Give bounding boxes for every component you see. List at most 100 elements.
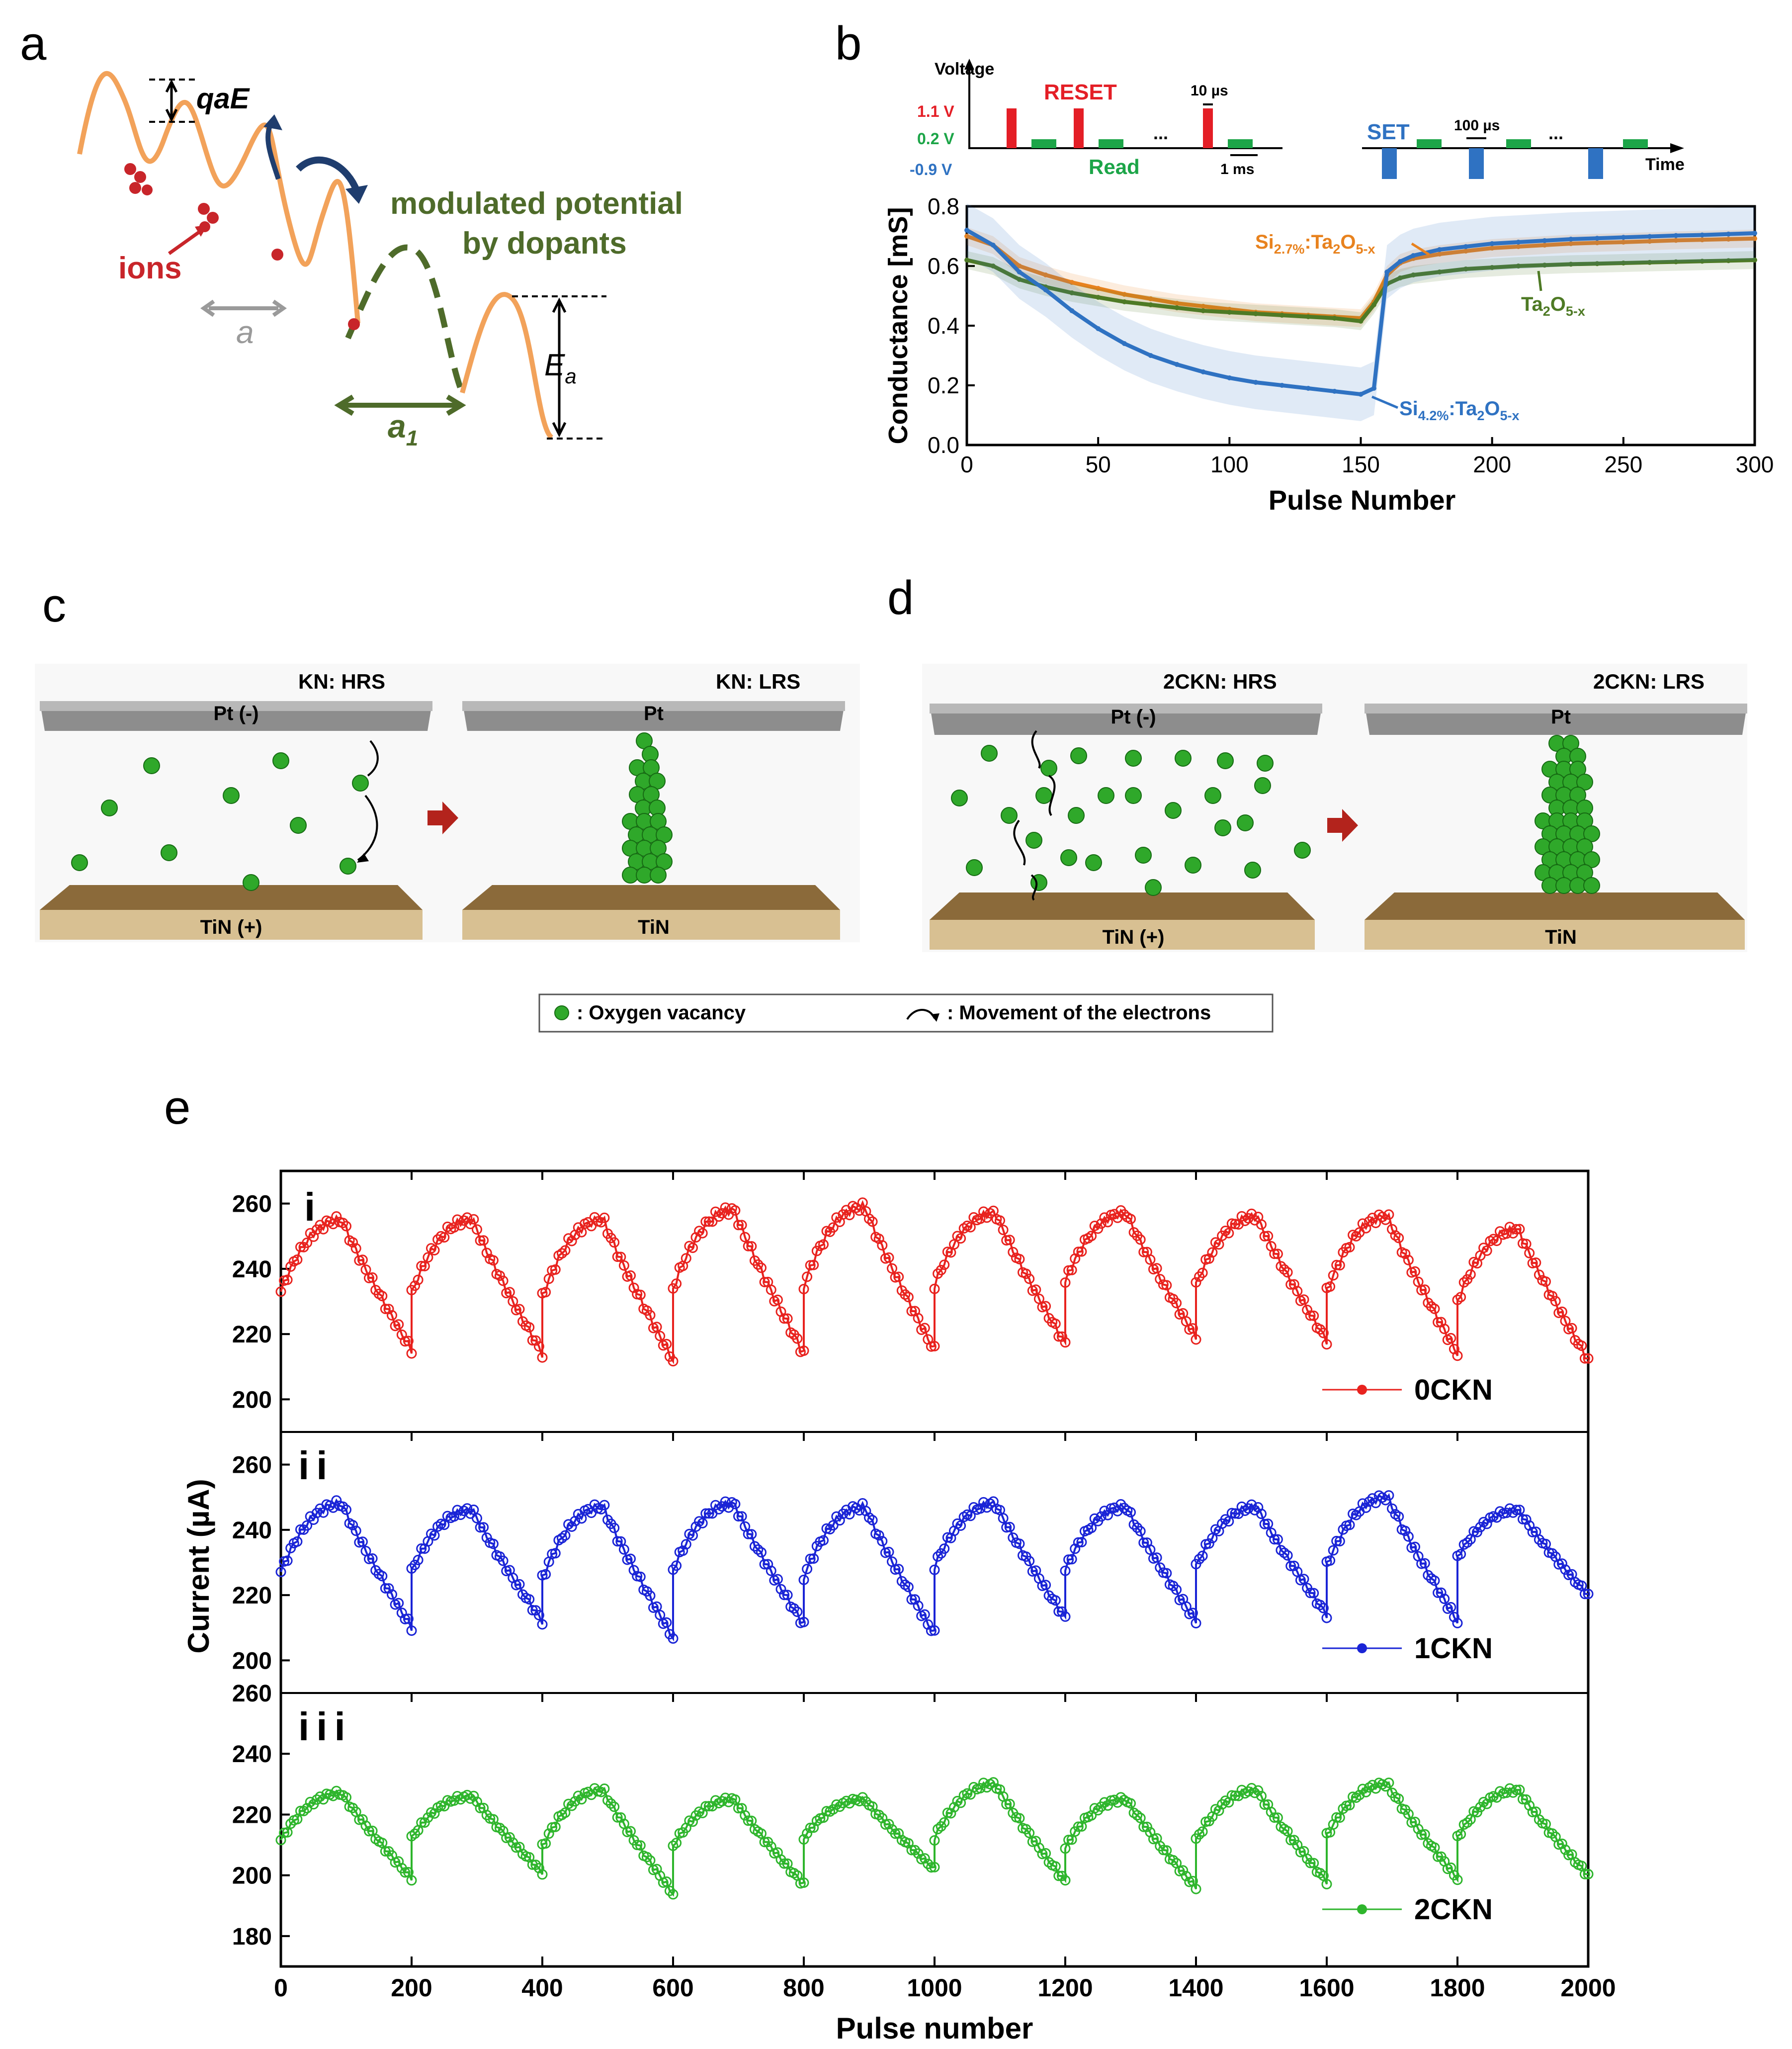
e-point [1449, 1611, 1459, 1622]
e-point [782, 1313, 793, 1324]
e-point [1282, 1267, 1293, 1278]
e-point [913, 1600, 924, 1611]
e-point [1066, 1554, 1077, 1565]
e-point [906, 1306, 917, 1317]
e-point [1308, 1310, 1319, 1321]
e-point [338, 1501, 348, 1512]
e-point [1132, 1810, 1143, 1821]
e-point [1086, 1231, 1097, 1242]
set-label: SET [1367, 120, 1410, 144]
e-point [387, 1310, 397, 1321]
b-point [1542, 243, 1547, 248]
b-band-1 [967, 251, 1755, 330]
d-vacancy-sphere [1025, 832, 1042, 849]
e-point [560, 1245, 571, 1256]
qaE-label: qaE [196, 83, 251, 115]
e-point [530, 1335, 541, 1346]
e-point [380, 1304, 391, 1314]
e-point [1066, 1264, 1077, 1275]
panel-letter-d: d [887, 571, 914, 624]
e-point [1547, 1548, 1558, 1559]
b-point [1148, 296, 1153, 301]
e-ytick-label: 240 [232, 1256, 272, 1283]
e-point [903, 1582, 914, 1593]
e-point [1050, 1595, 1061, 1606]
e-point [1433, 1587, 1444, 1598]
b-point [990, 243, 996, 248]
e-point [275, 1567, 286, 1577]
b-point [1489, 265, 1495, 270]
e-xtick-label: 400 [521, 1974, 563, 2002]
e-point [779, 1858, 790, 1869]
e-point [550, 1821, 561, 1832]
e-point [939, 1817, 950, 1828]
b-point [1332, 389, 1337, 394]
e-point [488, 1538, 499, 1549]
e-point [383, 1304, 394, 1315]
b-point [1516, 244, 1521, 249]
d-vacancy-sphere [1060, 849, 1077, 866]
b-point [1122, 299, 1127, 304]
d-vacancy-sphere [1244, 862, 1261, 879]
b-point [1568, 262, 1574, 267]
e-point [1197, 1550, 1208, 1561]
e-point [419, 1261, 430, 1271]
e-point [1171, 1584, 1182, 1595]
b-xtick-label: 150 [1342, 451, 1380, 477]
d-filament-sphere [1576, 774, 1593, 791]
e-point [1334, 1260, 1345, 1271]
e-point [1001, 1522, 1012, 1533]
e-point [788, 1603, 799, 1614]
d-vacancy-sphere [1135, 847, 1152, 864]
e-point [1073, 1537, 1084, 1548]
b-point [1227, 310, 1232, 315]
e-point [1334, 1536, 1345, 1547]
spacing-a-label: a [236, 314, 254, 350]
e-point [818, 1535, 829, 1546]
e-point [1263, 1231, 1274, 1242]
c-lrs-top: Pt [644, 703, 664, 724]
b-point [1542, 263, 1547, 268]
e-point [753, 1259, 764, 1270]
e-point [1203, 1253, 1214, 1264]
e-point [1053, 1606, 1064, 1617]
b-point [1397, 259, 1403, 264]
e-point [1318, 1328, 1329, 1338]
e-point [1125, 1798, 1136, 1809]
e-point [1583, 1353, 1594, 1364]
b-point [1397, 275, 1403, 280]
e-point [341, 1504, 351, 1515]
e-point [792, 1333, 803, 1344]
d-filament-sphere [1576, 864, 1593, 881]
e-point [1024, 1273, 1035, 1284]
e-point [1008, 1247, 1019, 1257]
b-point [1516, 264, 1521, 268]
e-point [478, 1235, 489, 1246]
e-point [1043, 1590, 1054, 1601]
b-ytick-label: 0.8 [928, 193, 959, 219]
e-point [331, 1495, 342, 1506]
c-hrs-top: Pt (-) [213, 703, 258, 724]
e-point [655, 1609, 666, 1620]
b-point [1411, 253, 1416, 258]
e-point [913, 1848, 924, 1859]
e-point [1259, 1231, 1270, 1242]
e-point [818, 1239, 829, 1250]
e-xtick-label: 2000 [1560, 1974, 1616, 2002]
b-point [1489, 246, 1495, 251]
b-point [1305, 386, 1311, 391]
b-point [964, 234, 969, 239]
e-point [347, 1237, 358, 1248]
e-point [318, 1794, 329, 1805]
e-point [782, 1590, 793, 1601]
e-point [1540, 1538, 1551, 1549]
level-2: 0.2 V [917, 130, 954, 148]
e-point [664, 1885, 675, 1896]
e-point [618, 1260, 629, 1271]
e-point [1145, 1254, 1156, 1265]
e-point [423, 1252, 433, 1263]
e-point [1086, 1522, 1097, 1533]
e-point [557, 1248, 567, 1259]
e-ytick-label: 220 [232, 1802, 272, 1828]
e-point [1141, 1821, 1152, 1832]
